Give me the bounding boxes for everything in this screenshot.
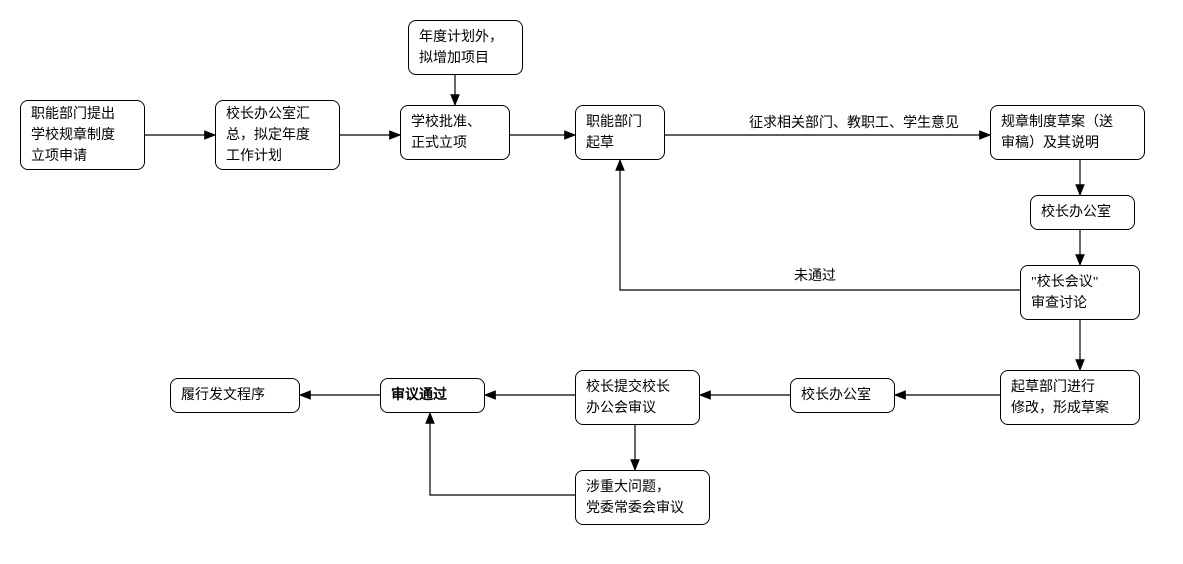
node-text: 职能部门 [586,112,654,133]
node-text: 涉重大问题， [586,477,699,498]
flowchart-node-n12: 涉重大问题，党委常委会审议 [575,470,710,525]
node-text: 起草部门进行 [1011,377,1129,398]
flowchart-node-n4: 年度计划外，拟增加项目 [408,20,523,75]
node-text: 职能部门提出 [31,104,134,125]
flowchart-node-n6: 规章制度草案（送审稿）及其说明 [990,105,1145,160]
flowchart-node-n5: 职能部门起草 [575,105,665,160]
node-text: "校长会议" [1031,272,1129,293]
flowchart-node-n7: 校长办公室 [1030,195,1135,230]
edge-label-7: 未通过 [790,265,840,285]
flowchart-node-n3: 学校批准、正式立项 [400,105,510,160]
node-text: 规章制度草案（送 [1001,112,1134,133]
node-text: 办公会审议 [586,398,689,419]
node-text: 起草 [586,133,654,154]
node-text: 学校规章制度 [31,125,134,146]
node-text: 拟增加项目 [419,48,512,69]
node-text: 审议通过 [391,385,474,406]
flowchart-node-n8: "校长会议"审查讨论 [1020,265,1140,320]
flowchart-node-n13: 审议通过 [380,378,485,413]
node-text: 审稿）及其说明 [1001,133,1134,154]
node-text: 工作计划 [226,146,329,167]
node-text: 正式立项 [411,133,499,154]
node-text: 总，拟定年度 [226,125,329,146]
node-text: 年度计划外， [419,27,512,48]
node-text: 校长办公室 [1041,202,1124,223]
flowchart-node-n9: 起草部门进行修改，形成草案 [1000,370,1140,425]
flowchart-node-n14: 履行发文程序 [170,378,300,413]
flowchart-node-n10: 校长办公室 [790,378,895,413]
node-text: 修改，形成草案 [1011,398,1129,419]
node-text: 校长办公室 [801,385,884,406]
flowchart-node-n1: 职能部门提出学校规章制度立项申请 [20,100,145,170]
flowchart-node-n2: 校长办公室汇总，拟定年度工作计划 [215,100,340,170]
node-text: 党委常委会审议 [586,498,699,519]
node-text: 校长提交校长 [586,377,689,398]
node-text: 学校批准、 [411,112,499,133]
flowchart-node-n11: 校长提交校长办公会审议 [575,370,700,425]
node-text: 履行发文程序 [181,385,289,406]
edge-label-4: 征求相关部门、教职工、学生意见 [745,112,963,132]
node-text: 审查讨论 [1031,293,1129,314]
node-text: 校长办公室汇 [226,104,329,125]
node-text: 立项申请 [31,146,134,167]
flowchart-edge-13 [430,413,575,495]
